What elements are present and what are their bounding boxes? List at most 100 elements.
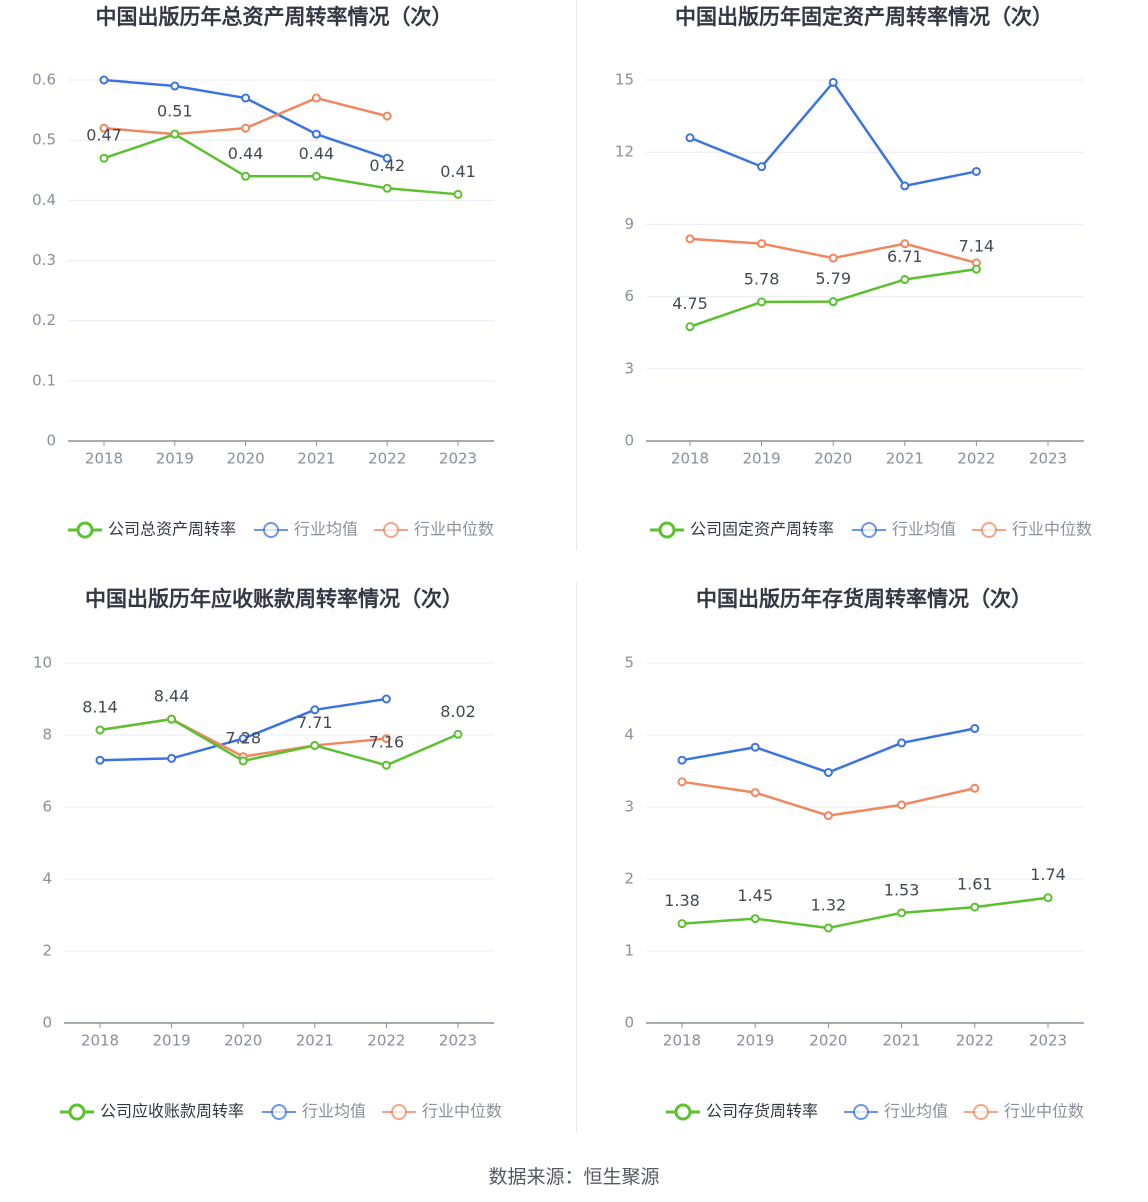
y-tick-label: 0.1 [32,371,56,389]
data-point-company [95,725,105,735]
y-tick-label: 0 [46,432,56,450]
legend-label: 行业均值 [884,1102,948,1121]
x-tick-label: 2018 [663,1032,701,1050]
data-label: 8.44 [154,687,190,706]
legend-item-industry-median[interactable]: 行业中位数 [964,1102,1084,1121]
data-point-industry-median [685,234,695,244]
legend-label: 行业均值 [294,520,358,539]
legend-circle-icon [861,522,877,538]
legend-item-industry-average[interactable]: 行业均值 [262,1102,366,1121]
x-tick-label: 2020 [227,450,265,468]
data-point-company [828,297,838,307]
x-tick-label: 2021 [886,450,924,468]
data-label: 4.75 [672,294,708,313]
chart-title: 中国出版历年应收账款周转率情况（次） [85,587,463,611]
y-tick-label: 2 [42,942,52,960]
data-point-industry-average [95,755,105,765]
x-tick-label: 2019 [153,1032,191,1050]
legend-item-industry-average[interactable]: 行业均值 [844,1102,948,1121]
y-tick-label: 15 [615,71,634,89]
legend-label: 公司固定资产周转率 [690,520,834,539]
data-point-industry-average [99,75,109,85]
data-point-company [971,264,981,274]
y-tick-label: 0.3 [32,251,56,269]
y-tick-label: 0.6 [32,71,56,89]
legend-circle-icon [76,521,94,539]
legend-item-industry-median[interactable]: 行业中位数 [374,520,494,539]
data-point-industry-median [99,123,109,133]
x-tick-label: 2018 [81,1032,119,1050]
data-point-industry-median [677,777,687,787]
y-tick-label: 0 [624,432,634,450]
data-point-industry-average [382,153,392,163]
data-point-company [685,322,695,332]
data-point-industry-median [897,800,907,810]
data-point-industry-average [677,755,687,765]
x-tick-label: 2019 [743,450,781,468]
series-line-company [103,132,459,196]
data-point-industry-median [750,788,760,798]
series-line-industry-median [681,780,976,817]
legend-item-industry-median[interactable]: 行业中位数 [972,520,1092,539]
data-point-industry-median [757,239,767,249]
data-point-company [453,189,463,199]
data-point-industry-median [970,783,980,793]
data-label: 7.16 [369,733,405,752]
data-point-industry-average [685,133,695,143]
data-point-company [750,914,760,924]
legend-item-company[interactable]: 公司存货周转率 [666,1102,818,1121]
data-label: 0.44 [228,144,264,163]
y-tick-label: 6 [42,798,52,816]
y-tick-label: 1 [624,942,634,960]
data-point-industry-average [310,705,320,715]
data-point-company [381,760,391,770]
data-point-industry-average [311,129,321,139]
data-point-company [900,275,910,285]
y-tick-label: 0.5 [32,131,56,149]
legend-circle-icon [68,1103,86,1121]
legend-label: 公司存货周转率 [706,1102,818,1121]
data-point-industry-average [167,753,177,763]
inventory-turnover-chart: 中国出版历年存货周转率情况（次） 0 1 2 3 4 5 2018 2019 2020 2021 20… [574,582,1148,1162]
legend-item-company[interactable]: 公司固定资产周转率 [650,520,834,539]
data-point-company [99,153,109,163]
y-tick-label: 6 [624,287,634,305]
data-point-company [170,129,180,139]
legend-item-industry-average[interactable]: 行业均值 [254,520,358,539]
chart-title: 中国出版历年总资产周转率情况（次） [96,5,453,29]
legend-item-company[interactable]: 公司应收账款周转率 [60,1102,244,1121]
data-point-company [241,171,251,181]
data-point-industry-median [382,111,392,121]
data-label: 1.74 [1030,865,1066,884]
data-point-industry-average [971,166,981,176]
data-label: 1.61 [957,875,993,894]
legend-item-company[interactable]: 公司总资产周转率 [68,520,236,539]
data-point-industry-average [238,734,248,744]
y-tick-label: 8 [42,726,52,744]
legend-label: 行业中位数 [422,1102,502,1121]
data-point-industry-median [823,811,833,821]
legend-circle-icon [391,1104,407,1120]
chart-svg: 中国出版历年固定资产周转率情况（次） 0 3 6 9 12 15 2018 2019 2020 20… [615,5,1092,539]
data-label: 1.32 [811,895,847,914]
y-tick-label: 3 [624,359,634,377]
x-tick-label: 2020 [224,1032,262,1050]
data-label: 7.71 [297,713,333,732]
data-label: 0.42 [369,156,405,175]
legend-item-industry-median[interactable]: 行业中位数 [382,1102,502,1121]
x-tick-label: 2023 [439,450,477,468]
data-point-industry-average [900,181,910,191]
y-tick-label: 4 [42,870,52,888]
x-tick-label: 2020 [814,450,852,468]
x-tick-label: 2022 [957,450,995,468]
data-point-company [310,740,320,750]
data-point-company [897,908,907,918]
legend-label: 行业中位数 [414,520,494,539]
legend-label: 行业中位数 [1012,520,1092,539]
legend-label: 行业均值 [892,520,956,539]
x-tick-label: 2022 [956,1032,994,1050]
data-label: 0.41 [440,162,476,181]
y-tick-label: 3 [624,798,634,816]
legend-item-industry-average[interactable]: 行业均值 [852,520,956,539]
data-point-industry-average [823,767,833,777]
